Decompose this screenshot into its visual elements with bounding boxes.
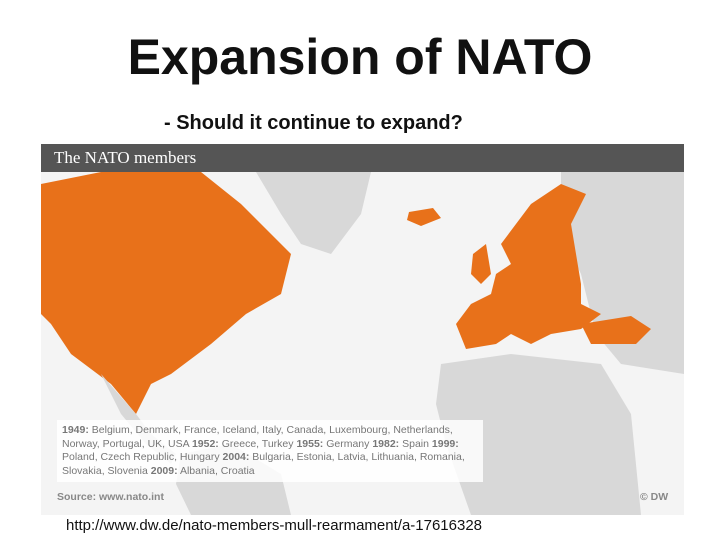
members: Bulgaria, Estonia, Latvia, Lithuania, Ro… <box>62 451 465 477</box>
members: Germany <box>326 437 370 450</box>
map-title: The NATO members <box>54 148 197 167</box>
year: 1952: <box>191 437 219 450</box>
source: Source: www.nato.int <box>57 491 164 503</box>
members: Spain <box>402 437 429 450</box>
timeline: 1949: Belgium, Denmark, France, Iceland,… <box>57 420 483 482</box>
slide-title: Expansion of NATO <box>127 29 593 85</box>
year: 2004: <box>222 451 250 463</box>
year: 1999: <box>431 437 459 450</box>
members: Belgium, Denmark, France, Iceland, Italy… <box>62 424 453 450</box>
url: http://www.dw.de/nato-members-mull-rearm… <box>66 517 483 534</box>
year: 1982: <box>372 437 400 450</box>
members: Poland, Czech Republic, Hungary <box>62 451 220 463</box>
subtitle: - Should it continue to expand? <box>164 112 463 134</box>
year: 2009: <box>150 464 178 477</box>
year: 1955: <box>296 437 324 450</box>
members: Greece, Turkey <box>221 437 294 450</box>
year: 1949: <box>62 424 89 436</box>
credit: © DW <box>640 491 669 503</box>
members: Albania, Croatia <box>179 464 255 477</box>
